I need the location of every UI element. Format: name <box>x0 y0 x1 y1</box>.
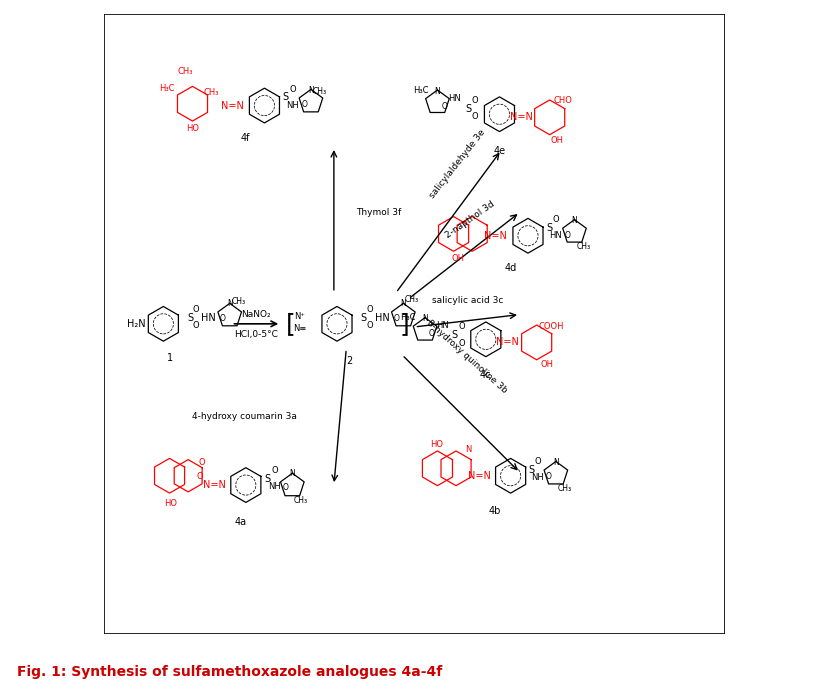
Text: O: O <box>193 321 200 330</box>
Text: N: N <box>465 445 471 454</box>
Text: OH: OH <box>550 136 563 145</box>
Text: N=N: N=N <box>468 471 490 481</box>
Text: O: O <box>534 457 541 466</box>
Text: CH₃: CH₃ <box>203 88 219 97</box>
Text: COOH: COOH <box>537 322 563 331</box>
Text: salicylic acid 3c: salicylic acid 3c <box>431 296 503 305</box>
Text: 2-napthol 3d: 2-napthol 3d <box>444 200 496 240</box>
Text: HO: HO <box>185 124 199 133</box>
Text: CH₃: CH₃ <box>404 294 418 304</box>
Text: CHO: CHO <box>553 96 572 105</box>
Text: O: O <box>458 338 465 347</box>
Text: NH: NH <box>267 482 281 491</box>
Text: 4d: 4d <box>504 263 516 273</box>
Text: HN: HN <box>549 232 561 240</box>
Text: O: O <box>193 305 200 314</box>
Text: 8-hydroxy quinoline 3b: 8-hydroxy quinoline 3b <box>425 318 508 395</box>
Text: 4-hydroxy coumarin 3a: 4-hydroxy coumarin 3a <box>191 412 296 422</box>
Text: N: N <box>552 457 558 466</box>
Text: S: S <box>451 330 457 340</box>
Text: H₃C: H₃C <box>400 313 416 322</box>
Text: HN: HN <box>436 321 448 330</box>
Text: 1: 1 <box>166 353 172 363</box>
Text: CH₃: CH₃ <box>312 87 326 96</box>
Text: O: O <box>564 231 570 240</box>
Text: O: O <box>440 102 446 111</box>
Text: S: S <box>187 313 193 322</box>
Text: NH: NH <box>531 473 544 482</box>
Text: S: S <box>465 103 471 114</box>
Text: O: O <box>196 473 203 482</box>
Text: N: N <box>227 300 233 309</box>
Text: O: O <box>393 314 399 323</box>
Text: NH: NH <box>286 101 298 110</box>
Text: CH₃: CH₃ <box>177 67 193 76</box>
Text: N=N: N=N <box>495 338 518 347</box>
Text: CH₃: CH₃ <box>557 484 571 493</box>
Text: O: O <box>366 321 373 330</box>
Text: S: S <box>264 474 270 484</box>
Text: S: S <box>360 313 366 322</box>
Text: N≡: N≡ <box>293 325 306 333</box>
Text: 4e: 4e <box>493 147 505 156</box>
Text: N: N <box>421 314 427 323</box>
Text: O: O <box>471 112 478 121</box>
Text: N=N: N=N <box>203 480 225 490</box>
Text: S: S <box>282 92 288 103</box>
Text: ]: ] <box>398 312 408 336</box>
Text: CH₃: CH₃ <box>232 297 246 306</box>
Text: N: N <box>308 85 314 94</box>
Text: N⁺: N⁺ <box>294 312 305 321</box>
Text: 4b: 4b <box>489 506 501 516</box>
Text: O: O <box>301 101 306 110</box>
Text: 2: 2 <box>346 356 352 366</box>
Text: O: O <box>219 314 225 323</box>
Text: O: O <box>282 483 288 492</box>
Text: [: [ <box>286 312 295 336</box>
Text: O: O <box>471 96 478 105</box>
Text: salicylaldehyde 3e: salicylaldehyde 3e <box>428 127 487 200</box>
Text: O: O <box>271 466 277 475</box>
Text: N: N <box>434 87 440 96</box>
Text: N=N: N=N <box>509 112 532 123</box>
Text: O: O <box>198 457 205 466</box>
Text: CH₃: CH₃ <box>294 496 308 505</box>
Text: N: N <box>571 216 576 225</box>
Text: N: N <box>400 300 406 309</box>
Text: HCl,0-5°C: HCl,0-5°C <box>234 331 278 340</box>
Text: H₂N: H₂N <box>128 319 146 329</box>
Text: O: O <box>428 329 434 338</box>
Text: H₃C: H₃C <box>158 83 174 93</box>
Text: N: N <box>289 469 295 478</box>
Text: HN: HN <box>201 313 216 322</box>
Text: O: O <box>366 305 373 314</box>
Text: H₃C: H₃C <box>412 85 428 94</box>
Text: HO: HO <box>164 499 177 508</box>
Text: HO: HO <box>429 440 442 449</box>
Text: HN: HN <box>374 313 389 322</box>
Text: CH₃: CH₃ <box>576 242 590 251</box>
Text: O: O <box>552 215 559 224</box>
Text: Fig. 1: Synthesis of sulfamethoxazole analogues 4a-4f: Fig. 1: Synthesis of sulfamethoxazole an… <box>17 665 441 679</box>
Text: HN: HN <box>448 94 460 103</box>
Text: S: S <box>527 464 533 475</box>
Text: Thymol 3f: Thymol 3f <box>355 207 401 217</box>
Text: O: O <box>289 85 296 94</box>
Text: S: S <box>546 223 551 233</box>
Text: O: O <box>546 473 551 482</box>
Text: 4f: 4f <box>240 133 250 143</box>
Text: O: O <box>458 322 465 331</box>
Text: 4a: 4a <box>234 517 247 527</box>
Text: OH: OH <box>539 360 552 369</box>
Text: NaNO₂: NaNO₂ <box>241 310 271 319</box>
Text: N=N: N=N <box>483 231 506 240</box>
Text: 4c: 4c <box>479 370 491 380</box>
Text: N=N: N=N <box>221 101 244 110</box>
Text: OH: OH <box>451 254 464 263</box>
